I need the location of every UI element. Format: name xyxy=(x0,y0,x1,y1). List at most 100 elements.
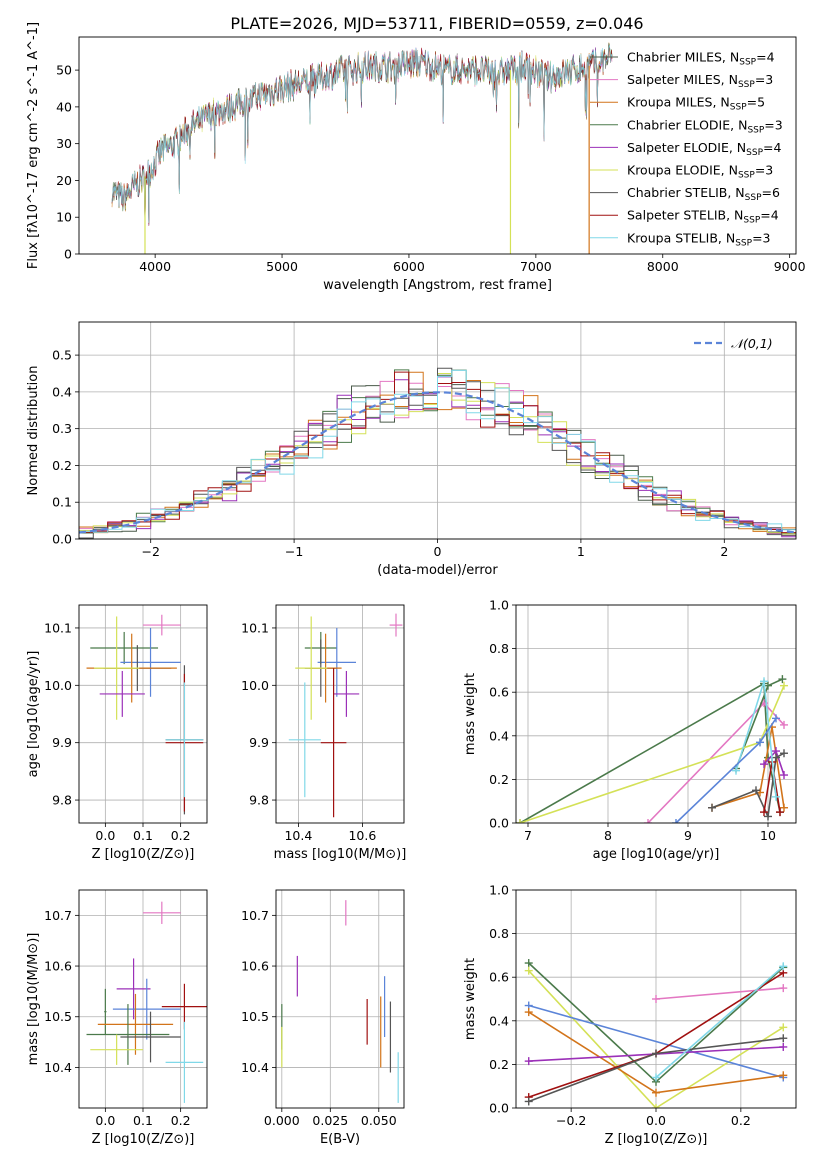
plot-area xyxy=(111,42,613,254)
y-tick-label: 10.0 xyxy=(44,678,72,693)
x-tick-label: 7000 xyxy=(520,259,552,274)
axes-frame xyxy=(515,889,797,1109)
weight-marker xyxy=(652,1049,660,1058)
spectrum-legend: Chabrier MILES, NSSP=4 Salpeter MILES, NS… xyxy=(590,50,783,248)
errorbar-point xyxy=(143,901,181,924)
y-tick-label: 0.8 xyxy=(489,926,509,941)
legend-entry: Kroupa ELODIE, NSSP=3 xyxy=(627,163,773,181)
weight-marker xyxy=(764,812,772,821)
weight-marker xyxy=(779,1034,788,1043)
weight-series-line xyxy=(711,726,785,809)
errorbar-point xyxy=(112,978,181,1040)
y-tick-label: 10.0 xyxy=(241,678,269,693)
weight-marker xyxy=(772,714,780,723)
x-tick-label: 10 xyxy=(760,828,776,843)
errorbar-point xyxy=(333,670,360,717)
y-tick-label: 0.0 xyxy=(489,816,509,831)
x-tick-label: 0.2 xyxy=(731,1113,751,1128)
legend-entry: Salpeter MILES, NSSP=3 xyxy=(627,72,773,90)
y-tick-label: 10.7 xyxy=(44,908,72,923)
spectrum-axes: 4000 5000 6000 7000 8000 9000 0 10 20 30 40 50 wavel… xyxy=(26,22,806,293)
weight-marker xyxy=(780,771,788,780)
weight-marker xyxy=(524,1057,533,1066)
x-tick-label: 6000 xyxy=(393,259,425,274)
y-tick-label: 0.3 xyxy=(52,421,72,436)
y-tick-label: 0.0 xyxy=(489,1101,509,1116)
x-tick-label: 0.025 xyxy=(312,1113,348,1128)
legend-entry: Kroupa MILES, NSSP=5 xyxy=(627,95,765,113)
y-tick-label: 0.0 xyxy=(52,532,72,547)
y-tick-label: 9.8 xyxy=(52,793,72,808)
x-tick-label: 9 xyxy=(684,828,692,843)
residuals-axes: −2 −1 0 1 2 0.0 0.1 0.2 0.3 0.4 0.5 (data-model)/er… xyxy=(26,321,797,578)
y-tick-label: 0.6 xyxy=(489,970,509,985)
x-axis-label: Z [log10(Z/Z⊙)] xyxy=(92,1132,195,1147)
errorbar-point xyxy=(389,613,403,637)
y-tick-label: 30 xyxy=(56,136,72,151)
weight-marker xyxy=(772,753,780,762)
x-tick-label: 8 xyxy=(604,828,612,843)
weight-marker xyxy=(779,1023,788,1032)
errorbar-point xyxy=(86,1004,170,1065)
y-tick-label: 0.4 xyxy=(52,384,72,399)
weight-marker xyxy=(644,819,652,823)
y-tick-label: 40 xyxy=(56,99,72,114)
y-tick-label: 10.5 xyxy=(44,1009,72,1024)
x-axis-label: Z [log10(Z/Z⊙)] xyxy=(605,1132,708,1147)
x-tick-label: 0.050 xyxy=(361,1113,397,1128)
y-tick-label: 9.9 xyxy=(52,735,72,750)
x-axis-label: wavelength [Angstrom, rest frame] xyxy=(323,278,552,293)
errorbar-point xyxy=(97,993,174,1055)
errorbar-point xyxy=(295,616,328,720)
residual-legend: 𝒩(0,1) xyxy=(694,336,773,351)
weight_vs_z-axes: −0.2 0.0 0.2 0.0 0.2 0.4 0.6 0.8 1.0 Z [log10(Z/Z… xyxy=(463,883,797,1147)
weight-series-line xyxy=(655,965,784,1079)
spectrum-line-8 xyxy=(111,45,613,231)
y-tick-label: 0.2 xyxy=(489,772,509,787)
y-tick-label: 0.5 xyxy=(52,348,72,363)
y-tick-label: 9.8 xyxy=(249,793,269,808)
weight-marker xyxy=(516,819,524,823)
normal-curve xyxy=(79,391,796,534)
y-tick-label: 50 xyxy=(56,63,72,78)
x-tick-label: 9000 xyxy=(774,259,806,274)
weight-series-line xyxy=(528,1004,784,1079)
y-tick-label: 0.1 xyxy=(52,495,72,510)
legend-entry: Kroupa STELIB, NSSP=3 xyxy=(627,230,771,248)
y-tick-label: 10.4 xyxy=(44,1060,72,1075)
y-tick-label: 10.7 xyxy=(241,908,269,923)
x-axis-label: Z [log10(Z/Z⊙)] xyxy=(92,847,195,862)
weight-series-line xyxy=(528,970,784,1108)
y-tick-label: 1.0 xyxy=(489,598,509,613)
x-tick-label: 0.0 xyxy=(646,1113,666,1128)
y-tick-label: 10.6 xyxy=(241,959,269,974)
weight-marker xyxy=(779,962,788,971)
mass_vs_z-axes: 0.0 0.1 0.2 10.4 10.5 10.6 10.7 Z [log10(Z/Z⊙)]… xyxy=(26,889,208,1147)
weight-marker xyxy=(524,1008,533,1017)
axes-frame xyxy=(275,604,405,824)
legend-entry: Chabrier MILES, NSSP=4 xyxy=(627,50,775,68)
x-tick-label: 0.0 xyxy=(95,1113,115,1128)
weight-marker xyxy=(524,959,533,968)
weight-marker xyxy=(652,1104,660,1108)
residual-histogram-3 xyxy=(79,369,796,536)
y-axis-label: mass [log10(M/M⊙)] xyxy=(26,933,41,1066)
x-tick-label: 1 xyxy=(577,544,585,559)
axes-frame xyxy=(78,889,208,1109)
y-tick-label: 0.8 xyxy=(489,641,509,656)
weight-marker xyxy=(652,1073,660,1082)
x-tick-label: 5000 xyxy=(266,259,298,274)
errorbar-point xyxy=(120,1011,181,1063)
errorbar-point xyxy=(165,1021,204,1103)
errorbar-point xyxy=(143,614,181,636)
y-axis-label: Flux [fλ10^-17 erg cm^-2 s^-1 A^-1] xyxy=(26,22,41,269)
x-tick-label: 10.4 xyxy=(284,828,312,843)
errorbar-point xyxy=(94,616,140,720)
weight-marker xyxy=(779,1071,788,1080)
weight-marker xyxy=(779,1042,788,1051)
x-tick-label: −0.2 xyxy=(556,1113,586,1128)
legend-entry: 𝒩(0,1) xyxy=(731,336,773,351)
figure-title: PLATE=2026, MJD=53711, FIBERID=0559, z=0… xyxy=(230,14,643,33)
x-tick-label: −1 xyxy=(285,544,303,559)
